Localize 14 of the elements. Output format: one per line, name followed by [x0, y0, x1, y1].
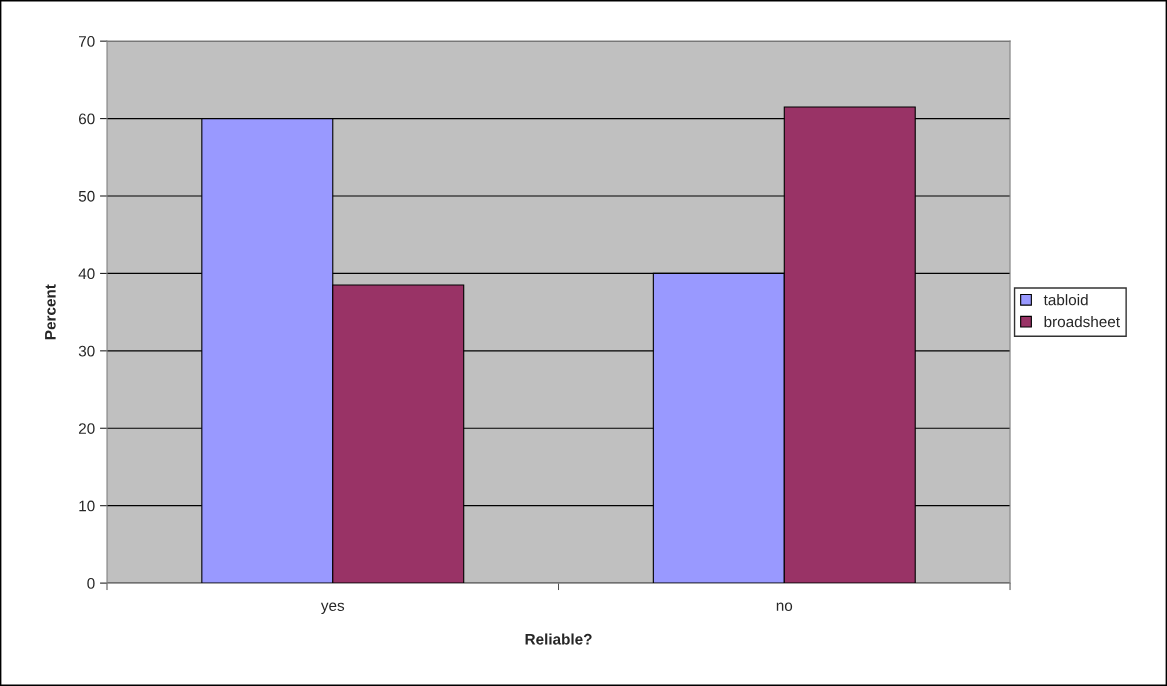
y-axis-title: Percent	[45, 284, 56, 340]
y-tick-label: 20	[78, 423, 95, 434]
y-tick-label: 40	[78, 268, 95, 280]
y-tick-label: 10	[79, 500, 95, 512]
legend-label: broadsheet	[1044, 315, 1120, 328]
x-tick-label: no	[776, 602, 793, 611]
y-tick-label: 30	[78, 345, 95, 357]
legend-label: tabloid	[1043, 294, 1088, 306]
y-tick-label: 60	[78, 113, 95, 125]
y-tick-label: 0	[87, 577, 95, 589]
y-tick-label: 50	[78, 190, 95, 202]
x-tick-label: yes	[320, 602, 345, 615]
x-axis-title: Reliable?	[525, 633, 592, 645]
y-tick-label: 70	[79, 36, 95, 47]
